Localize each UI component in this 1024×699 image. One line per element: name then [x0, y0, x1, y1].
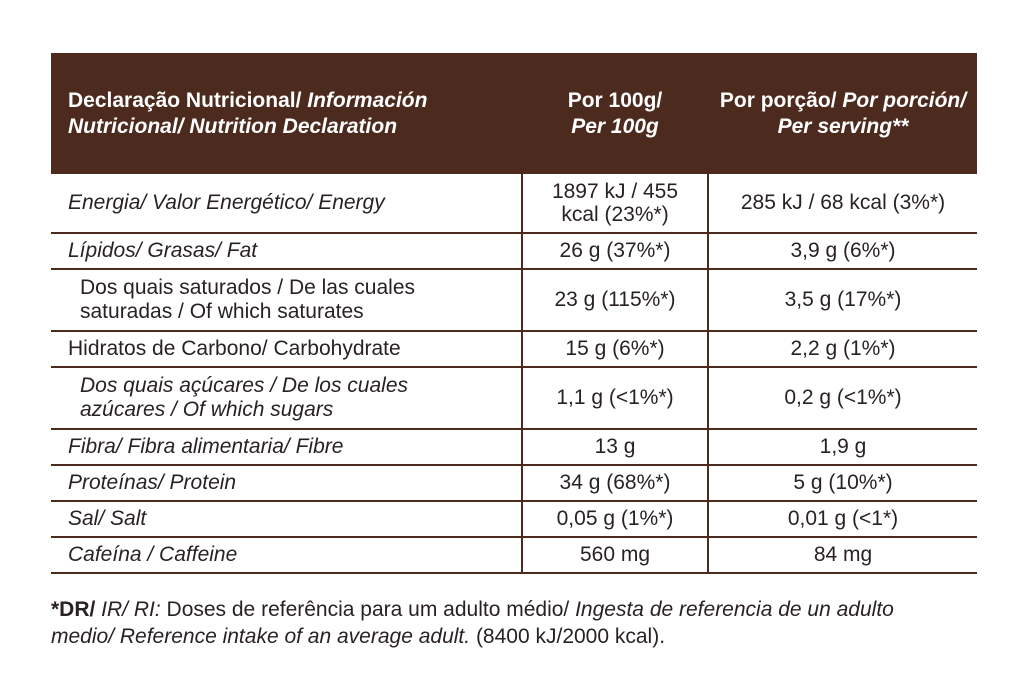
row-per-100g: 26 g (37%*) — [521, 234, 709, 268]
header-col1-pt: Declaração Nutricional/ — [68, 88, 308, 112]
row-per-100g: 1,1 g (<1%*) — [521, 368, 709, 428]
row-per-100g: 23 g (115%*) — [521, 270, 709, 330]
row-label: Dos quais açúcares / De los cuales azúca… — [80, 374, 408, 421]
row-per-100g: 0,05 g (1%*) — [521, 502, 709, 536]
row-per-serving: 3,5 g (17%*) — [784, 288, 902, 311]
row-per-serving: 84 mg — [813, 543, 873, 566]
header-col3-es-en: Por porción/ Per serving** — [777, 88, 967, 138]
row-label: Sal/ Salt — [68, 507, 147, 530]
table-row: Sal/ Salt 0,05 g (1%*) 0,01 g (<1*) — [51, 502, 977, 538]
header-per-serving: Por porção/ Por porción/ Per serving** — [709, 53, 977, 174]
table-row: Dos quais açúcares / De los cuales azúca… — [51, 368, 977, 430]
table-row: Lípidos/ Grasas/ Fat 26 g (37%*) 3,9 g (… — [51, 234, 977, 270]
row-per-serving: 2,2 g (1%*) — [790, 337, 896, 360]
table-row: Fibra/ Fibra alimentaria/ Fibre 13 g 1,9… — [51, 430, 977, 466]
row-label: Proteínas/ Protein — [68, 471, 237, 494]
table-row: Dos quais saturados / De las cuales satu… — [51, 270, 977, 332]
header-nutrition-declaration: Declaração Nutricional/ Información Nutr… — [51, 53, 521, 174]
footnote-text-pt: Doses de referência para um adulto médio… — [160, 598, 576, 621]
footnote-dr: *DR/ — [51, 598, 96, 621]
footnote-text-es-en: Ingesta de referencia de un adulto medio… — [51, 598, 894, 648]
header-col2-en: Per 100g — [571, 114, 659, 138]
table-row: Proteínas/ Protein 34 g (68%*) 5 g (10%*… — [51, 466, 977, 502]
row-per-serving: 1,9 g — [819, 435, 867, 458]
row-label: Dos quais saturados / De las cuales satu… — [80, 276, 416, 323]
row-per-100g: 34 g (68%*) — [521, 466, 709, 500]
footnote: *DR/ IR/ RI: Doses de referência para um… — [51, 596, 951, 650]
header-col1-es-en: Información Nutricional/ Nutrition Decla… — [68, 88, 428, 138]
row-per-serving: 0,01 g (<1*) — [787, 507, 899, 530]
row-per-serving: 285 kJ / 68 kcal (3%*) — [740, 191, 946, 214]
row-label: Hidratos de Carbono/ Carbohydrate — [68, 337, 401, 360]
table-row: Hidratos de Carbono/ Carbohydrate 15 g (… — [51, 332, 977, 368]
row-per-serving: 0,2 g (<1%*) — [784, 386, 902, 409]
row-label: Energia/ Valor Energético/ Energy — [68, 191, 385, 214]
row-label: Cafeína / Caffeine — [68, 543, 238, 566]
row-label: Lípidos/ Grasas/ Fat — [68, 239, 258, 262]
row-per-100g: 560 mg — [521, 538, 709, 572]
row-per-serving: 3,9 g (6%*) — [790, 239, 896, 262]
nutrition-table: Declaração Nutricional/ Información Nutr… — [51, 53, 977, 574]
header-col2-pt: Por 100g/ — [567, 88, 663, 112]
row-per-serving: 5 g (10%*) — [793, 471, 893, 494]
table-row: Cafeína / Caffeine 560 mg 84 mg — [51, 538, 977, 574]
footnote-ir-ri: IR/ RI: — [95, 598, 161, 621]
row-per-100g: 1897 kJ / 455 kcal (23%*) — [521, 174, 709, 232]
header-col3-pt: Por porção/ — [719, 88, 843, 112]
footnote-kcal: (8400 kJ/2000 kcal). — [470, 625, 666, 648]
row-label: Fibra/ Fibra alimentaria/ Fibre — [68, 435, 344, 458]
header-per-100g: Por 100g/Per 100g — [521, 53, 709, 174]
row-per-100g: 15 g (6%*) — [521, 332, 709, 366]
table-header: Declaração Nutricional/ Información Nutr… — [51, 53, 977, 174]
table-row: Energia/ Valor Energético/ Energy 1897 k… — [51, 174, 977, 234]
row-per-100g: 13 g — [521, 430, 709, 464]
